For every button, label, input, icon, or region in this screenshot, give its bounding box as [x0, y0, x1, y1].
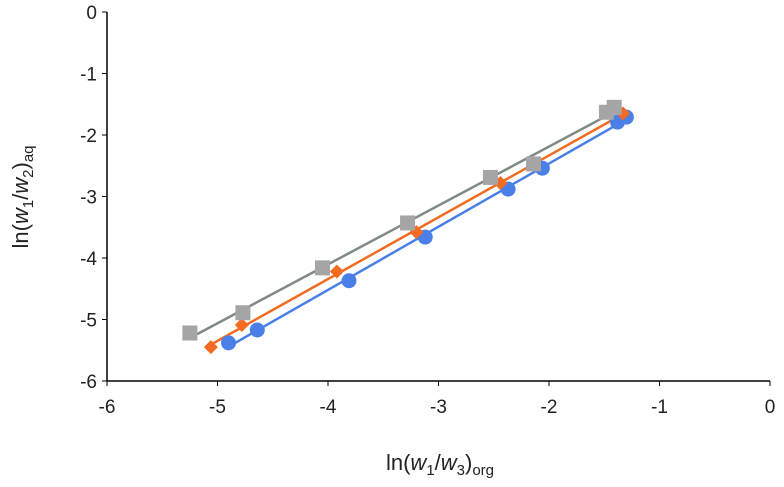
data-point-square	[400, 215, 416, 231]
x-tick-label: 0	[765, 397, 776, 418]
x-axis-label: ln(w1/w3)org	[386, 450, 494, 479]
y-tick-label: -4	[80, 249, 97, 270]
data-point-circle	[221, 335, 237, 351]
data-point-square	[482, 169, 498, 185]
axes: -6 -5 -4 -3 -2 -1 0 -6 -5 -4 -3 -2 -1 0	[80, 3, 775, 418]
data-point-circle	[341, 273, 357, 289]
y-tick-label: -5	[80, 311, 97, 332]
x-tick-label: -3	[430, 397, 447, 418]
y-tick-label: -1	[80, 65, 97, 86]
data-point-circle	[249, 322, 265, 338]
x-tick-label: -4	[320, 397, 337, 418]
data-point-square	[606, 99, 622, 115]
data-point-square	[235, 305, 251, 321]
y-tick-label: 0	[86, 3, 97, 24]
data-point-diamond	[329, 264, 344, 279]
y-axis-label: ln(w1/w2)aq	[8, 145, 37, 248]
y-tick-label: -2	[80, 126, 97, 147]
x-tick-label: -6	[99, 397, 116, 418]
x-tick-label: -1	[651, 397, 668, 418]
x-tick-label: -2	[541, 397, 558, 418]
data-point-square	[526, 156, 542, 172]
data-points	[182, 99, 634, 355]
data-point-diamond	[234, 318, 249, 333]
data-point-square	[182, 325, 198, 341]
x-tick-label: -5	[209, 397, 226, 418]
data-point-diamond	[203, 340, 218, 355]
y-tick-label: -6	[80, 372, 97, 393]
y-tick-label: -3	[80, 188, 97, 209]
data-point-square	[314, 260, 330, 276]
